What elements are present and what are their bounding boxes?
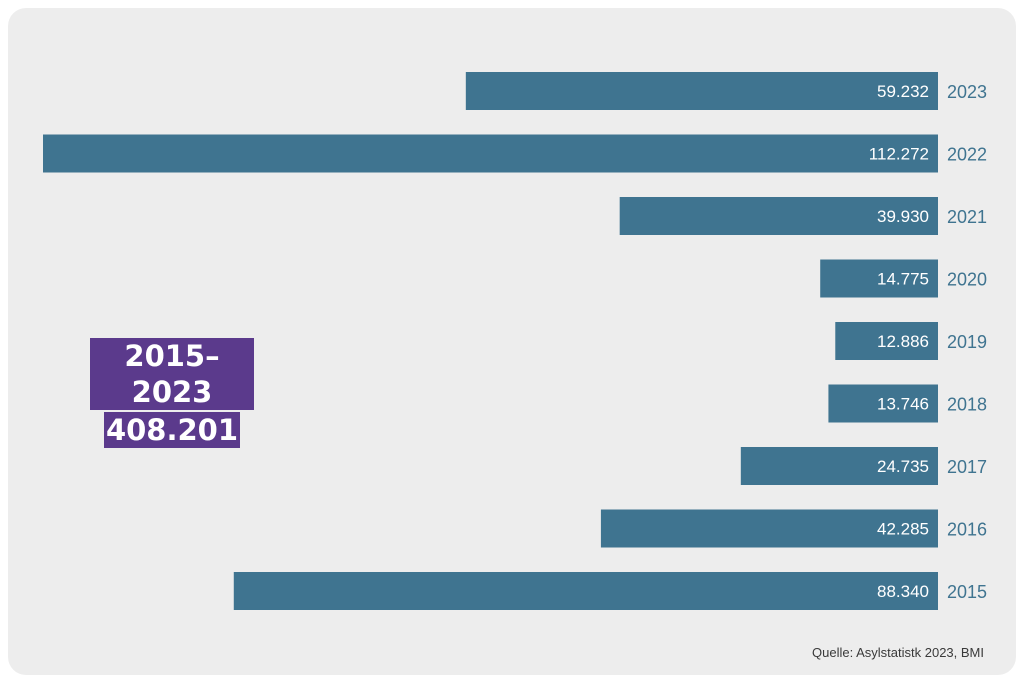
bar-2015 <box>233 572 939 610</box>
value-label-2017: 24.735 <box>877 457 929 476</box>
category-label-2017: 2017 <box>947 457 987 477</box>
value-label-2015: 88.340 <box>877 582 929 601</box>
total-summary: 2015–2023 408.201 <box>90 338 254 450</box>
category-label-2023: 2023 <box>947 82 987 102</box>
category-label-2022: 2022 <box>947 145 987 165</box>
value-label-2022: 112.272 <box>869 145 929 164</box>
value-label-2019: 12.886 <box>877 332 929 351</box>
total-period: 2015–2023 <box>90 338 254 410</box>
value-label-2023: 59.232 <box>877 82 929 101</box>
value-label-2016: 42.285 <box>877 520 929 539</box>
value-label-2020: 14.775 <box>877 270 929 289</box>
source-note: Quelle: Asylstatistk 2023, BMI <box>812 645 984 660</box>
bar-2017 <box>740 447 938 485</box>
bar-2022 <box>43 134 938 173</box>
bar-2019 <box>835 322 938 360</box>
value-label-2018: 13.746 <box>877 395 929 414</box>
category-label-2016: 2016 <box>947 520 987 540</box>
category-label-2019: 2019 <box>947 332 987 352</box>
bar-2023 <box>465 72 938 110</box>
total-value: 408.201 <box>103 412 241 448</box>
bar-2021 <box>619 197 938 235</box>
category-label-2015: 2015 <box>947 582 987 602</box>
bar-2018 <box>828 384 938 423</box>
bar-2020 <box>820 259 938 298</box>
category-label-2020: 2020 <box>947 270 987 290</box>
value-label-2021: 39.930 <box>877 207 929 226</box>
category-label-2018: 2018 <box>947 395 987 415</box>
category-label-2021: 2021 <box>947 207 987 227</box>
bar-2016 <box>600 509 938 548</box>
